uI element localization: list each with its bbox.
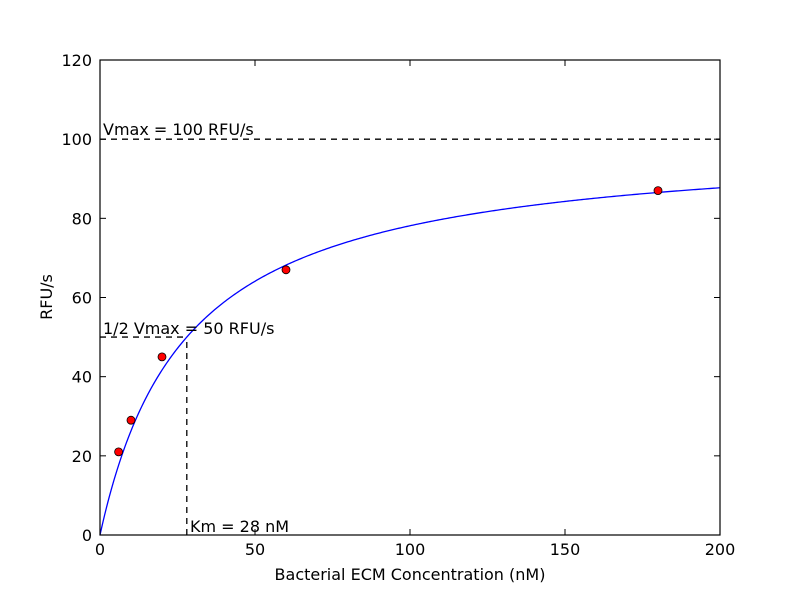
y-axis-title: RFU/s: [37, 274, 56, 320]
data-point: [157, 352, 167, 362]
half-vmax-annotation: 1/2 Vmax = 50 RFU/s: [103, 319, 274, 338]
x-tick-label: 150: [550, 540, 581, 559]
data-point: [281, 265, 291, 275]
axis-ticks: 0 50 100 150 200 0 20 40 60 80 100 120: [61, 51, 735, 559]
km-annotation: Km = 28 nM: [190, 517, 289, 536]
x-tick-label: 0: [95, 540, 105, 559]
data-point: [126, 415, 136, 425]
y-tick-label: 40: [72, 368, 92, 387]
fit-curve-line: [99, 187, 721, 536]
x-tick-label: 100: [395, 540, 426, 559]
data-point: [114, 447, 123, 457]
fit-curve-layer: [99, 187, 721, 536]
data-point: [653, 186, 663, 196]
y-tick-label: 80: [72, 209, 92, 228]
x-axis-title: Bacterial ECM Concentration (nM): [275, 565, 546, 584]
y-tick-label: 20: [72, 447, 92, 466]
x-tick-label: 200: [705, 540, 736, 559]
y-tick-label: 60: [72, 289, 92, 308]
x-tick-label: 50: [245, 540, 265, 559]
data-points: [114, 186, 663, 457]
vmax-annotation: Vmax = 100 RFU/s: [103, 120, 254, 139]
reference-lines: [100, 138, 720, 535]
y-tick-label: 0: [82, 526, 92, 545]
y-tick-label: 100: [61, 130, 92, 149]
y-tick-label: 120: [61, 51, 92, 70]
